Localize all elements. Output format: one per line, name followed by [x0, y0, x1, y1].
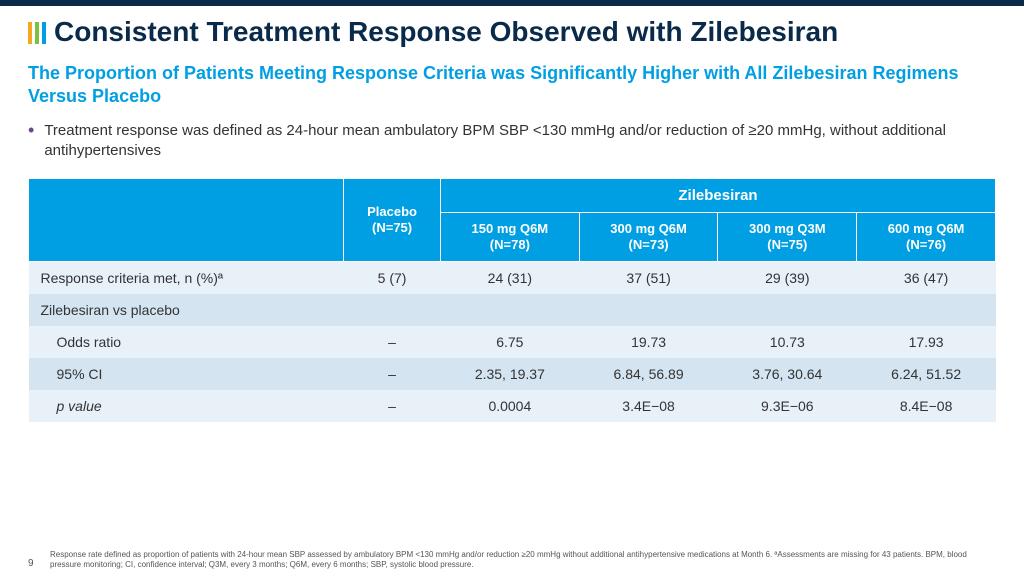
- results-table: Placebo(N=75) Zilebesiran 150 mg Q6M(N=7…: [28, 178, 996, 423]
- table-cell: [440, 294, 579, 326]
- table-cell: [344, 294, 441, 326]
- subtitle: The Proportion of Patients Meeting Respo…: [28, 62, 996, 107]
- slide-body: Consistent Treatment Response Observed w…: [0, 6, 1024, 576]
- accent-bar-orange: [28, 22, 32, 44]
- footer: 9 Response rate defined as proportion of…: [28, 550, 996, 570]
- table-body: Response criteria met, n (%)ª5 (7)24 (31…: [29, 262, 996, 423]
- bullet-text: Treatment response was defined as 24-hou…: [44, 121, 996, 162]
- table-cell: 5 (7): [344, 262, 441, 295]
- table-cell: 24 (31): [440, 262, 579, 295]
- table-row: Odds ratio–6.7519.7310.7317.93: [29, 326, 996, 358]
- table-cell: 36 (47): [857, 262, 996, 295]
- table-cell: 3.4E−08: [579, 390, 718, 422]
- table-cell: 6.84, 56.89: [579, 358, 718, 390]
- accent-bar-green: [35, 22, 39, 44]
- page-number: 9: [28, 558, 40, 571]
- table-cell: –: [344, 326, 441, 358]
- table-cell: [718, 294, 857, 326]
- table-cell: 2.35, 19.37: [440, 358, 579, 390]
- table-cell: [857, 294, 996, 326]
- table-header-dose-2: 300 mg Q3M(N=75): [718, 212, 857, 262]
- row-label: p value: [29, 390, 344, 422]
- table-cell: –: [344, 358, 441, 390]
- bullet-marker-icon: •: [28, 121, 34, 162]
- footer-text: Response rate defined as proportion of p…: [50, 550, 996, 570]
- accent-bar-blue: [42, 22, 46, 44]
- table-cell: [579, 294, 718, 326]
- accent-bars: [28, 22, 46, 44]
- table-cell: 6.75: [440, 326, 579, 358]
- table-header-dose-3: 600 mg Q6M(N=76): [857, 212, 996, 262]
- table-header-zilebesiran-group: Zilebesiran: [440, 178, 995, 212]
- table-cell: 37 (51): [579, 262, 718, 295]
- row-label: Response criteria met, n (%)ª: [29, 262, 344, 295]
- table-header-blank: [29, 178, 344, 262]
- table-cell: 8.4E−08: [857, 390, 996, 422]
- row-label: 95% CI: [29, 358, 344, 390]
- row-label: Zilebesiran vs placebo: [29, 294, 344, 326]
- title-row: Consistent Treatment Response Observed w…: [28, 16, 996, 48]
- table-row: Response criteria met, n (%)ª5 (7)24 (31…: [29, 262, 996, 295]
- table-cell: 9.3E−06: [718, 390, 857, 422]
- table-row: p value–0.00043.4E−089.3E−068.4E−08: [29, 390, 996, 422]
- table-header-dose-0: 150 mg Q6M(N=78): [440, 212, 579, 262]
- table-cell: –: [344, 390, 441, 422]
- table-header-dose-1: 300 mg Q6M(N=73): [579, 212, 718, 262]
- table-cell: 19.73: [579, 326, 718, 358]
- table-header-placebo: Placebo(N=75): [344, 178, 441, 262]
- row-label: Odds ratio: [29, 326, 344, 358]
- table-cell: 6.24, 51.52: [857, 358, 996, 390]
- page-title: Consistent Treatment Response Observed w…: [54, 16, 838, 48]
- table-cell: 17.93: [857, 326, 996, 358]
- table-row: 95% CI–2.35, 19.376.84, 56.893.76, 30.64…: [29, 358, 996, 390]
- table-row: Zilebesiran vs placebo: [29, 294, 996, 326]
- bullet-item: • Treatment response was defined as 24-h…: [28, 121, 996, 162]
- table-cell: 0.0004: [440, 390, 579, 422]
- table-cell: 3.76, 30.64: [718, 358, 857, 390]
- table-cell: 10.73: [718, 326, 857, 358]
- table-cell: 29 (39): [718, 262, 857, 295]
